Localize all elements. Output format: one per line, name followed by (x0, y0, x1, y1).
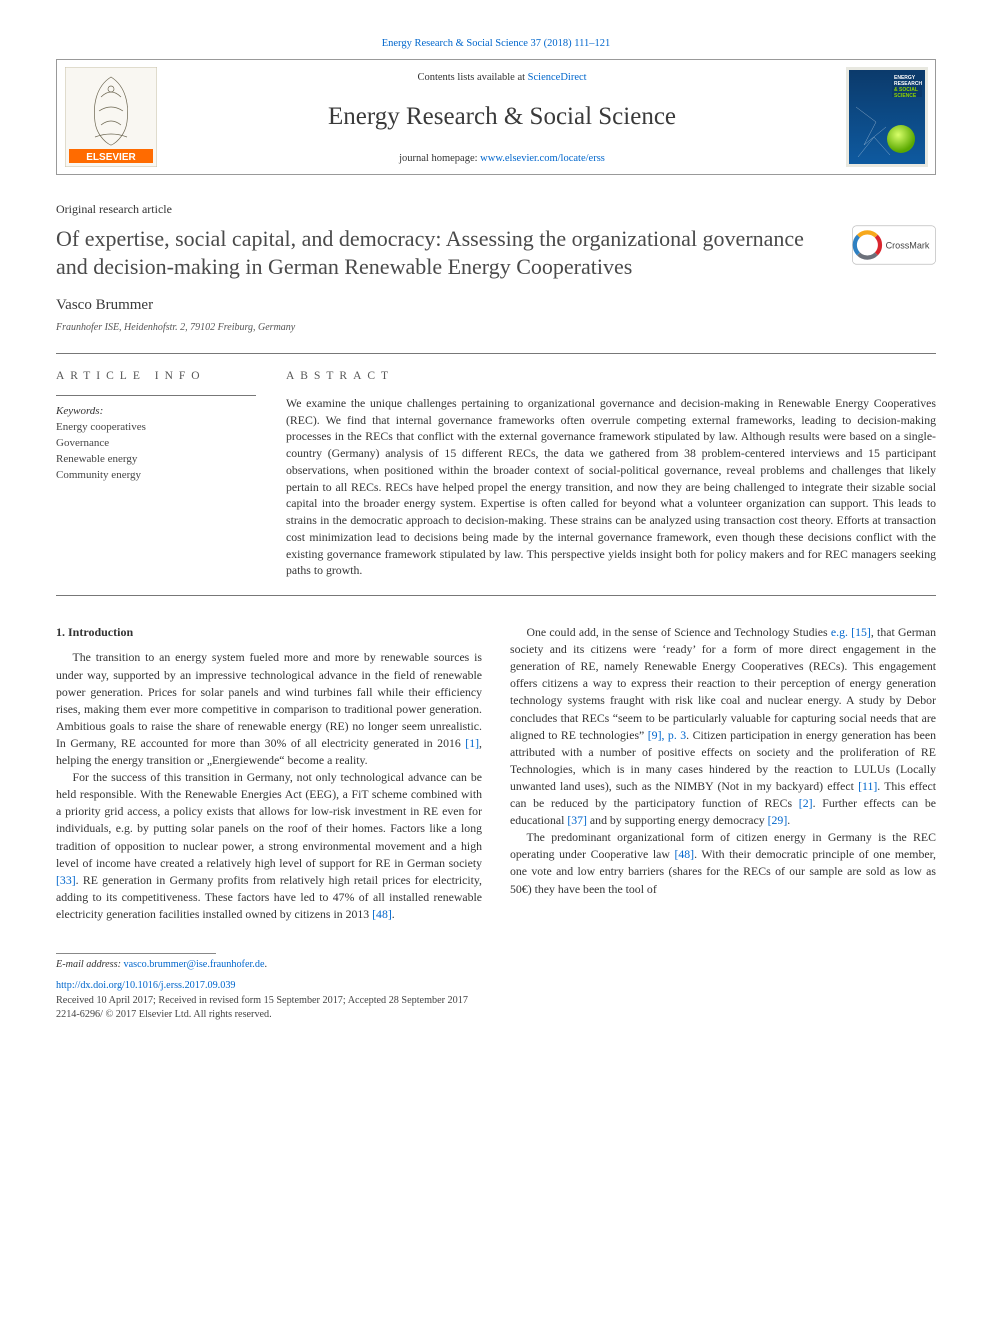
body-para: The predominant organizational form of c… (510, 829, 936, 897)
article-info-col: ARTICLE INFO Keywords: Energy cooperativ… (56, 368, 256, 579)
cite-link[interactable]: [48] (674, 847, 694, 861)
title-row: Of expertise, social capital, and democr… (56, 225, 936, 281)
cite-link[interactable]: [33] (56, 873, 76, 887)
cite-link[interactable]: [9], p. 3 (648, 728, 686, 742)
author-affiliation: Fraunhofer ISE, Heidenhofstr. 2, 79102 F… (56, 321, 936, 336)
info-rule (56, 395, 256, 396)
keywords-list: Energy cooperatives Governance Renewable… (56, 420, 256, 484)
keyword: Governance (56, 436, 256, 452)
cite-link[interactable]: [1] (465, 736, 479, 750)
body-columns: 1. Introduction The transition to an ene… (56, 624, 936, 923)
email-label: E-mail address: (56, 959, 121, 970)
cite-link[interactable]: [2] (799, 796, 813, 810)
body-para: One could add, in the sense of Science a… (510, 624, 936, 829)
cite-link[interactable]: [37] (567, 813, 587, 827)
journal-cover-icon: ENERGY RESEARCH & SOCIAL SCIENCE (846, 67, 928, 167)
contents-prefix: Contents lists available at (417, 72, 527, 83)
cite-link[interactable]: [11] (858, 779, 877, 793)
section-number: 1. (56, 625, 65, 639)
crossmark-badge[interactable]: CrossMark (852, 225, 936, 265)
running-citation: Energy Research & Social Science 37 (201… (56, 36, 936, 51)
contents-line: Contents lists available at ScienceDirec… (417, 70, 586, 85)
cite-link[interactable]: e.g. [15] (831, 625, 871, 639)
crossmark-label: CrossMark (886, 240, 930, 250)
cover-cell: ENERGY RESEARCH & SOCIAL SCIENCE (839, 60, 935, 174)
copyright-line: 2214-6296/ © 2017 Elsevier Ltd. All righ… (56, 1008, 936, 1023)
journal-header: ELSEVIER Contents lists available at Sci… (56, 59, 936, 175)
info-abstract-row: ARTICLE INFO Keywords: Energy cooperativ… (56, 354, 936, 595)
citation-link[interactable]: Energy Research & Social Science 37 (201… (382, 38, 611, 49)
body-para: The transition to an energy system fuele… (56, 649, 482, 769)
keyword: Renewable energy (56, 452, 256, 468)
cite-link[interactable]: [48] (372, 907, 392, 921)
elsevier-logo-icon: ELSEVIER (65, 67, 157, 167)
author-name: Vasco Brummer (56, 295, 936, 317)
publisher-logo-cell: ELSEVIER (57, 60, 165, 174)
svg-text:SCIENCE: SCIENCE (894, 93, 917, 99)
keyword: Energy cooperatives (56, 420, 256, 436)
sciencedirect-link[interactable]: ScienceDirect (528, 72, 587, 83)
abstract-text: We examine the unique challenges pertain… (286, 395, 936, 579)
doi-line: http://dx.doi.org/10.1016/j.erss.2017.09… (56, 979, 936, 994)
corresponding-email: E-mail address: vasco.brummer@ise.fraunh… (56, 958, 936, 973)
abstract-col: ABSTRACT We examine the unique challenge… (286, 368, 936, 579)
article-type: Original research article (56, 201, 936, 218)
cite-link[interactable]: [29] (768, 813, 788, 827)
homepage-line: journal homepage: www.elsevier.com/locat… (399, 151, 605, 166)
rule-bottom (56, 595, 936, 596)
page: Energy Research & Social Science 37 (201… (0, 0, 992, 1053)
svg-text:ELSEVIER: ELSEVIER (86, 152, 136, 163)
keywords-label: Keywords: (56, 404, 256, 420)
keyword: Community energy (56, 468, 256, 484)
homepage-link[interactable]: www.elsevier.com/locate/erss (480, 153, 605, 164)
body-para: For the success of this transition in Ge… (56, 769, 482, 923)
abstract-heading: ABSTRACT (286, 368, 936, 385)
footer: E-mail address: vasco.brummer@ise.fraunh… (56, 953, 936, 1023)
footnote-rule (56, 953, 216, 954)
homepage-prefix: journal homepage: (399, 153, 480, 164)
article-title: Of expertise, social capital, and democr… (56, 225, 836, 281)
journal-name: Energy Research & Social Science (328, 99, 676, 135)
section-heading: 1. Introduction (56, 624, 482, 641)
history-line: Received 10 April 2017; Received in revi… (56, 994, 936, 1009)
header-center: Contents lists available at ScienceDirec… (165, 60, 839, 174)
article-info-heading: ARTICLE INFO (56, 368, 256, 385)
doi-link[interactable]: http://dx.doi.org/10.1016/j.erss.2017.09… (56, 980, 236, 991)
email-link[interactable]: vasco.brummer@ise.fraunhofer.de (124, 959, 265, 970)
section-title: Introduction (68, 625, 133, 639)
